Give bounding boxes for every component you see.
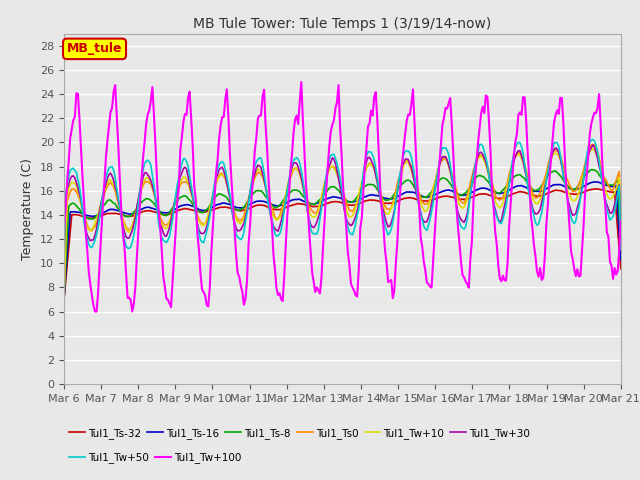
Text: MB_tule: MB_tule (67, 42, 122, 55)
Title: MB Tule Tower: Tule Temps 1 (3/19/14-now): MB Tule Tower: Tule Temps 1 (3/19/14-now… (193, 17, 492, 31)
Y-axis label: Temperature (C): Temperature (C) (22, 158, 35, 260)
Legend: Tul1_Tw+50, Tul1_Tw+100: Tul1_Tw+50, Tul1_Tw+100 (69, 452, 241, 463)
